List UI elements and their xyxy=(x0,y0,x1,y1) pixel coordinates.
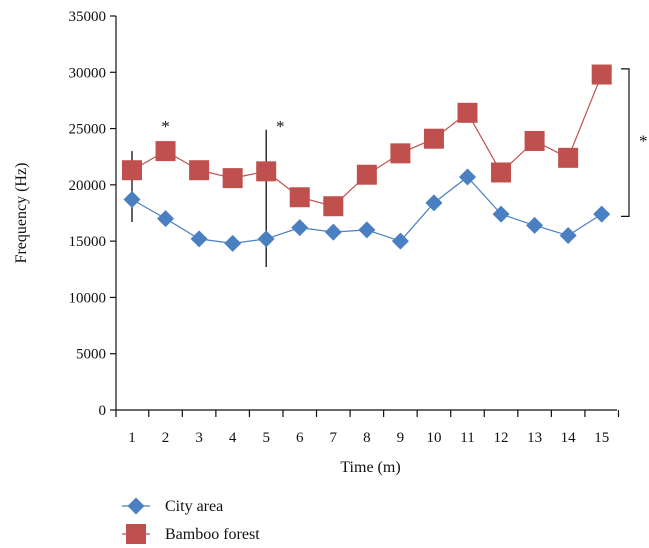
data-point-square xyxy=(323,196,344,217)
y-tick-label: 5000 xyxy=(76,347,106,363)
significance-marker: * xyxy=(639,132,648,151)
x-tick-label: 3 xyxy=(195,430,203,446)
data-point-diamond xyxy=(324,223,342,241)
series-bamboo-forest xyxy=(122,64,612,217)
legend-marker-diamond xyxy=(127,497,145,515)
x-axis-ticks: 1 2 3 4 5 6 7 8 9 10 11 12 13 14 15 xyxy=(115,410,620,446)
data-point-diamond xyxy=(257,230,275,248)
x-tick-label: 9 xyxy=(397,430,405,446)
data-point-diamond xyxy=(425,194,443,212)
legend-item-bamboo-forest: Bamboo forest xyxy=(122,524,260,544)
x-tick-label: 6 xyxy=(296,430,304,446)
legend-label-city-area: City area xyxy=(165,498,223,515)
x-tick-label: 4 xyxy=(229,430,237,446)
y-tick-label: 0 xyxy=(99,403,107,419)
data-point-diamond xyxy=(224,234,242,252)
significance-marker: * xyxy=(161,117,170,136)
data-point-square xyxy=(457,102,478,123)
data-point-diamond xyxy=(526,216,544,234)
x-tick-label: 2 xyxy=(162,430,170,446)
data-point-diamond xyxy=(593,205,611,223)
x-tick-label: 14 xyxy=(561,430,577,446)
legend: City area Bamboo forest xyxy=(122,497,260,544)
data-point-diamond xyxy=(459,168,476,186)
y-tick-label: 20000 xyxy=(69,178,107,194)
legend-label-bamboo-forest: Bamboo forest xyxy=(165,526,260,543)
x-tick-label: 15 xyxy=(594,430,609,446)
y-tick-label: 25000 xyxy=(69,122,107,138)
x-tick-label: 10 xyxy=(426,430,441,446)
data-point-diamond xyxy=(391,232,409,250)
x-tick-label: 1 xyxy=(128,430,136,446)
legend-item-city-area: City area xyxy=(122,497,223,515)
axes xyxy=(115,16,617,411)
data-point-square xyxy=(491,162,512,183)
data-point-diamond xyxy=(157,210,175,228)
x-axis-label: Time (m) xyxy=(340,459,400,476)
data-point-square xyxy=(591,64,612,85)
data-point-square xyxy=(524,130,545,151)
x-tick-label: 8 xyxy=(363,430,371,446)
y-tick-label: 10000 xyxy=(69,290,107,306)
annotations: * * * xyxy=(161,68,648,217)
y-axis-label: Frequency (Hz) xyxy=(13,163,30,264)
y-axis-ticks: 0 5000 10000 15000 20000 25000 30000 35000 xyxy=(69,9,116,419)
data-point-square xyxy=(256,161,277,182)
data-point-square xyxy=(122,160,142,181)
x-tick-label: 13 xyxy=(527,430,542,446)
y-tick-label: 30000 xyxy=(69,65,107,81)
y-tick-label: 15000 xyxy=(69,234,107,250)
legend-marker-square xyxy=(126,524,146,544)
data-point-square xyxy=(155,141,176,162)
significance-bracket xyxy=(621,68,630,217)
series-layer xyxy=(122,64,612,252)
x-tick-label: 12 xyxy=(494,430,509,446)
data-point-square xyxy=(289,187,310,208)
data-point-square xyxy=(189,160,210,181)
series-city-area xyxy=(123,168,611,252)
data-point-square xyxy=(423,128,444,149)
data-point-diamond xyxy=(291,219,309,237)
x-tick-label: 11 xyxy=(460,430,474,446)
data-point-diamond xyxy=(123,190,141,208)
y-tick-label: 35000 xyxy=(69,9,107,25)
significance-marker: * xyxy=(276,117,285,136)
x-tick-label: 5 xyxy=(262,430,270,446)
data-point-square xyxy=(222,168,243,189)
data-point-diamond xyxy=(559,227,577,245)
data-point-square xyxy=(390,143,411,164)
x-tick-label: 7 xyxy=(330,430,338,446)
data-point-diamond xyxy=(358,221,376,239)
data-point-diamond xyxy=(492,205,510,223)
data-point-square xyxy=(558,147,579,168)
data-point-square xyxy=(356,164,377,185)
data-point-diamond xyxy=(190,230,208,248)
